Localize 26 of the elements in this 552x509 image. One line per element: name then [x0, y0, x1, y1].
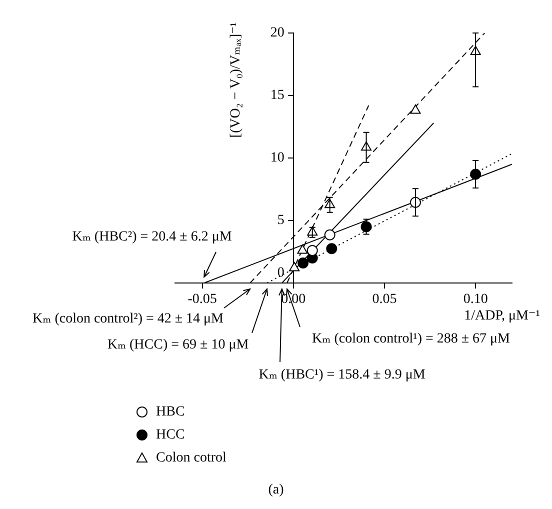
text: (a): [268, 482, 284, 498]
y-tick-label: 10: [270, 150, 284, 166]
y-axis-title: [(VO₂ − V₀)/Vₘₐₓ]⁻¹: [228, 22, 244, 138]
x-axis-title: 1/ADP, μM⁻¹: [464, 308, 540, 324]
legend-label: HCC: [156, 428, 185, 443]
legend-label: Colon cotrol: [156, 450, 226, 466]
x-tick-label: 0.10: [463, 292, 488, 308]
annotation: Kₘ (HBC¹) = 158.4 ± 9.9 μM: [258, 368, 426, 383]
x-tick-label: -0.05: [188, 292, 217, 308]
y-tick-label: 0: [277, 266, 284, 281]
x-tick-label: 0.05: [372, 292, 397, 308]
annotation: Kₘ (HBC²) = 20.4 ± 6.2 μM: [72, 230, 232, 245]
legend-label: HBC: [156, 404, 185, 420]
annotation: Kₘ (HCC) = 69 ± 10 μM: [107, 338, 250, 353]
y-tick-label: 15: [270, 88, 284, 104]
annotation: Kₘ (colon control²) = 42 ± 14 μM: [32, 312, 224, 327]
point: [289, 262, 300, 272]
annotation: Kₘ (colon control¹) = 288 ± 67 μM: [312, 332, 511, 347]
point: [324, 229, 336, 240]
point: [306, 245, 318, 256]
point: [326, 243, 338, 254]
point: [298, 258, 309, 268]
point: [410, 104, 421, 114]
y-tick-label: 20: [270, 26, 284, 41]
point: [297, 244, 308, 254]
y-tick-label: 5: [277, 213, 284, 228]
